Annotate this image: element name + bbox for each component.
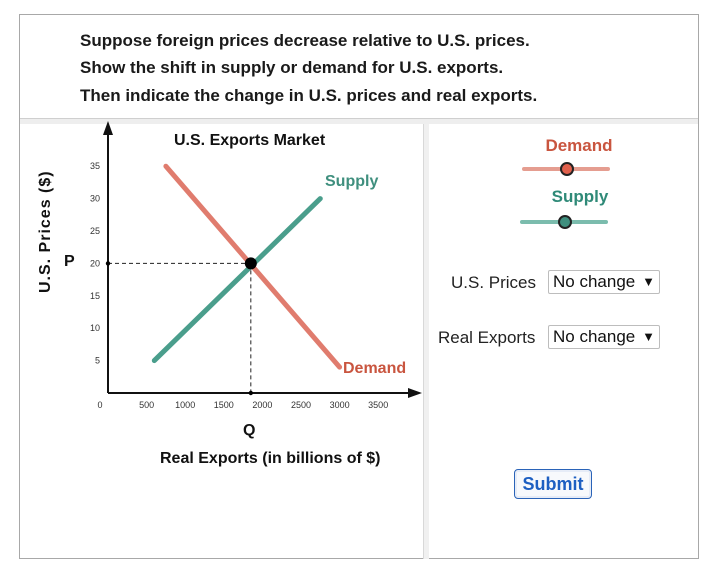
- x-axis-arrow-icon: [408, 388, 422, 398]
- chevron-down-icon: ▼: [642, 329, 655, 344]
- header-divider: [20, 119, 698, 124]
- us-prices-value: No change: [553, 272, 636, 291]
- supply-slider-handle[interactable]: [558, 215, 572, 229]
- panel-divider: [423, 124, 429, 559]
- real-exports-select[interactable]: No change ▼: [548, 325, 660, 349]
- supply-legend-title: Supply: [551, 187, 609, 206]
- real-exports-value: No change: [553, 327, 636, 346]
- answer-panel: Demand Supply U.S. Prices No change ▼ Re…: [429, 124, 699, 559]
- demand-slider-handle[interactable]: [560, 162, 574, 176]
- y-tick-label: 15: [90, 291, 100, 301]
- curves-layer: [105, 163, 343, 396]
- x-axis-label: Real Exports (in billions of $): [160, 450, 380, 467]
- supply-curve-label: Supply: [325, 173, 378, 190]
- problem-frame: Suppose foreign prices decrease relative…: [19, 14, 699, 559]
- y-axis-arrow-icon: [103, 121, 113, 135]
- prompt-line-1: Suppose foreign prices decrease relative…: [80, 31, 530, 50]
- x-tick-label: 3000: [330, 400, 350, 410]
- x-tick-label: 3500: [368, 400, 388, 410]
- demand-curve-label: Demand: [343, 360, 406, 377]
- tick-labels: 0 500 1000 1500 2000 2500 3000 3500 5 10 15 20 25 30 3…: [90, 161, 388, 410]
- prompt-line-3: Then indicate the change in U.S. prices …: [80, 86, 538, 105]
- y-tick-label: 10: [90, 323, 100, 333]
- x-tick-label: 0: [97, 400, 102, 410]
- x-tick-label: 1000: [175, 400, 195, 410]
- prompt-line-2: Show the shift in supply or demand for U…: [80, 58, 504, 77]
- question-prompt: Suppose foreign prices decrease relative…: [20, 15, 698, 119]
- x-tick-label: 500: [139, 400, 154, 410]
- chart-title: U.S. Exports Market: [174, 132, 326, 149]
- x-tick-label: 2000: [252, 400, 272, 410]
- p-label: P: [64, 253, 75, 270]
- submit-button[interactable]: Submit: [514, 469, 592, 499]
- y-tick-label: 20: [90, 258, 100, 268]
- quantity-axis-marker: [248, 390, 254, 396]
- x-tick-label: 2500: [291, 400, 311, 410]
- chevron-down-icon: ▼: [642, 274, 655, 289]
- supply-curve[interactable]: [151, 196, 323, 364]
- equilibrium-point[interactable]: [244, 257, 257, 270]
- y-axis-label: U.S. Prices ($): [37, 170, 54, 293]
- us-prices-select[interactable]: No change ▼: [548, 270, 660, 294]
- price-axis-marker: [105, 261, 111, 266]
- exports-market-graph: U.S. Exports Market U.S. Prices ($) Real…: [37, 121, 422, 467]
- y-tick-label: 5: [95, 356, 100, 366]
- y-tick-label: 35: [90, 161, 100, 171]
- real-exports-label: Real Exports: [438, 328, 536, 347]
- y-tick-label: 30: [90, 194, 100, 204]
- us-prices-label: U.S. Prices: [451, 273, 537, 292]
- x-tick-label: 1500: [214, 400, 234, 410]
- y-tick-label: 25: [90, 226, 100, 236]
- demand-legend-title: Demand: [545, 136, 613, 155]
- q-label: Q: [243, 422, 255, 439]
